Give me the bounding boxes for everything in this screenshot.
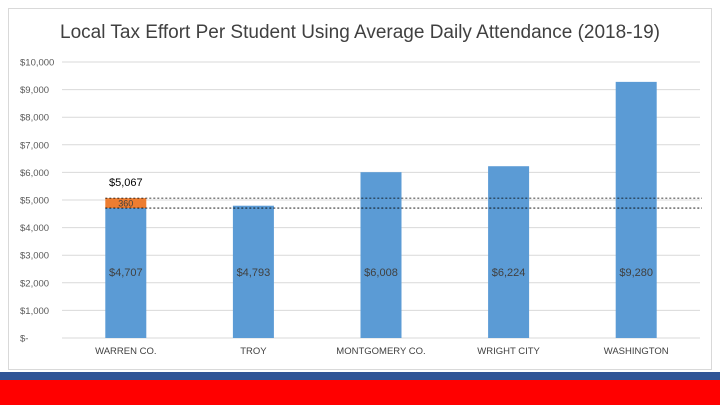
y-tick-label: $5,000 bbox=[20, 196, 49, 207]
y-tick-label: $6,000 bbox=[20, 168, 49, 179]
bar-base bbox=[615, 81, 657, 338]
bar-data-label: $6,224 bbox=[492, 267, 526, 279]
x-category-label: MONTGOMERY CO. bbox=[336, 346, 425, 357]
bar-chart: $- $1,000 $2,000 $3,000 $4,000 $5,000 $6,000 $7… bbox=[20, 58, 702, 357]
bar-data-label: $9,280 bbox=[619, 267, 653, 279]
y-tick-label: $7,000 bbox=[20, 140, 49, 151]
increment-data-label: 360 bbox=[118, 199, 133, 209]
bar-data-label: $6,008 bbox=[364, 267, 398, 279]
bar-increment bbox=[105, 198, 147, 209]
x-category-label: WARREN CO. bbox=[95, 346, 156, 357]
x-category-label: WASHINGTON bbox=[604, 346, 669, 357]
bar-data-label: $4,793 bbox=[237, 267, 271, 279]
y-tick-label: $- bbox=[20, 334, 28, 345]
bar-data-label: $4,707 bbox=[109, 267, 143, 279]
y-tick-label: $1,000 bbox=[20, 306, 49, 317]
bar-base bbox=[488, 166, 530, 338]
y-tick-label: $10,000 bbox=[20, 58, 54, 69]
bar-base bbox=[105, 208, 147, 338]
chart-title: Local Tax Effort Per Student Using Avera… bbox=[60, 22, 660, 43]
y-tick-label: $8,000 bbox=[20, 113, 49, 124]
bar-base bbox=[360, 172, 402, 338]
footer-stripe-red bbox=[0, 380, 720, 405]
total-data-label: $5,067 bbox=[109, 177, 143, 189]
y-tick-label: $9,000 bbox=[20, 85, 49, 96]
x-category-label: WRIGHT CITY bbox=[477, 346, 540, 357]
x-category-label: TROY bbox=[240, 346, 267, 357]
footer-stripe-blue bbox=[0, 372, 720, 380]
y-tick-label: $4,000 bbox=[20, 223, 49, 234]
bar-base bbox=[232, 205, 274, 338]
y-tick-label: $2,000 bbox=[20, 278, 49, 289]
y-tick-label: $3,000 bbox=[20, 251, 49, 262]
